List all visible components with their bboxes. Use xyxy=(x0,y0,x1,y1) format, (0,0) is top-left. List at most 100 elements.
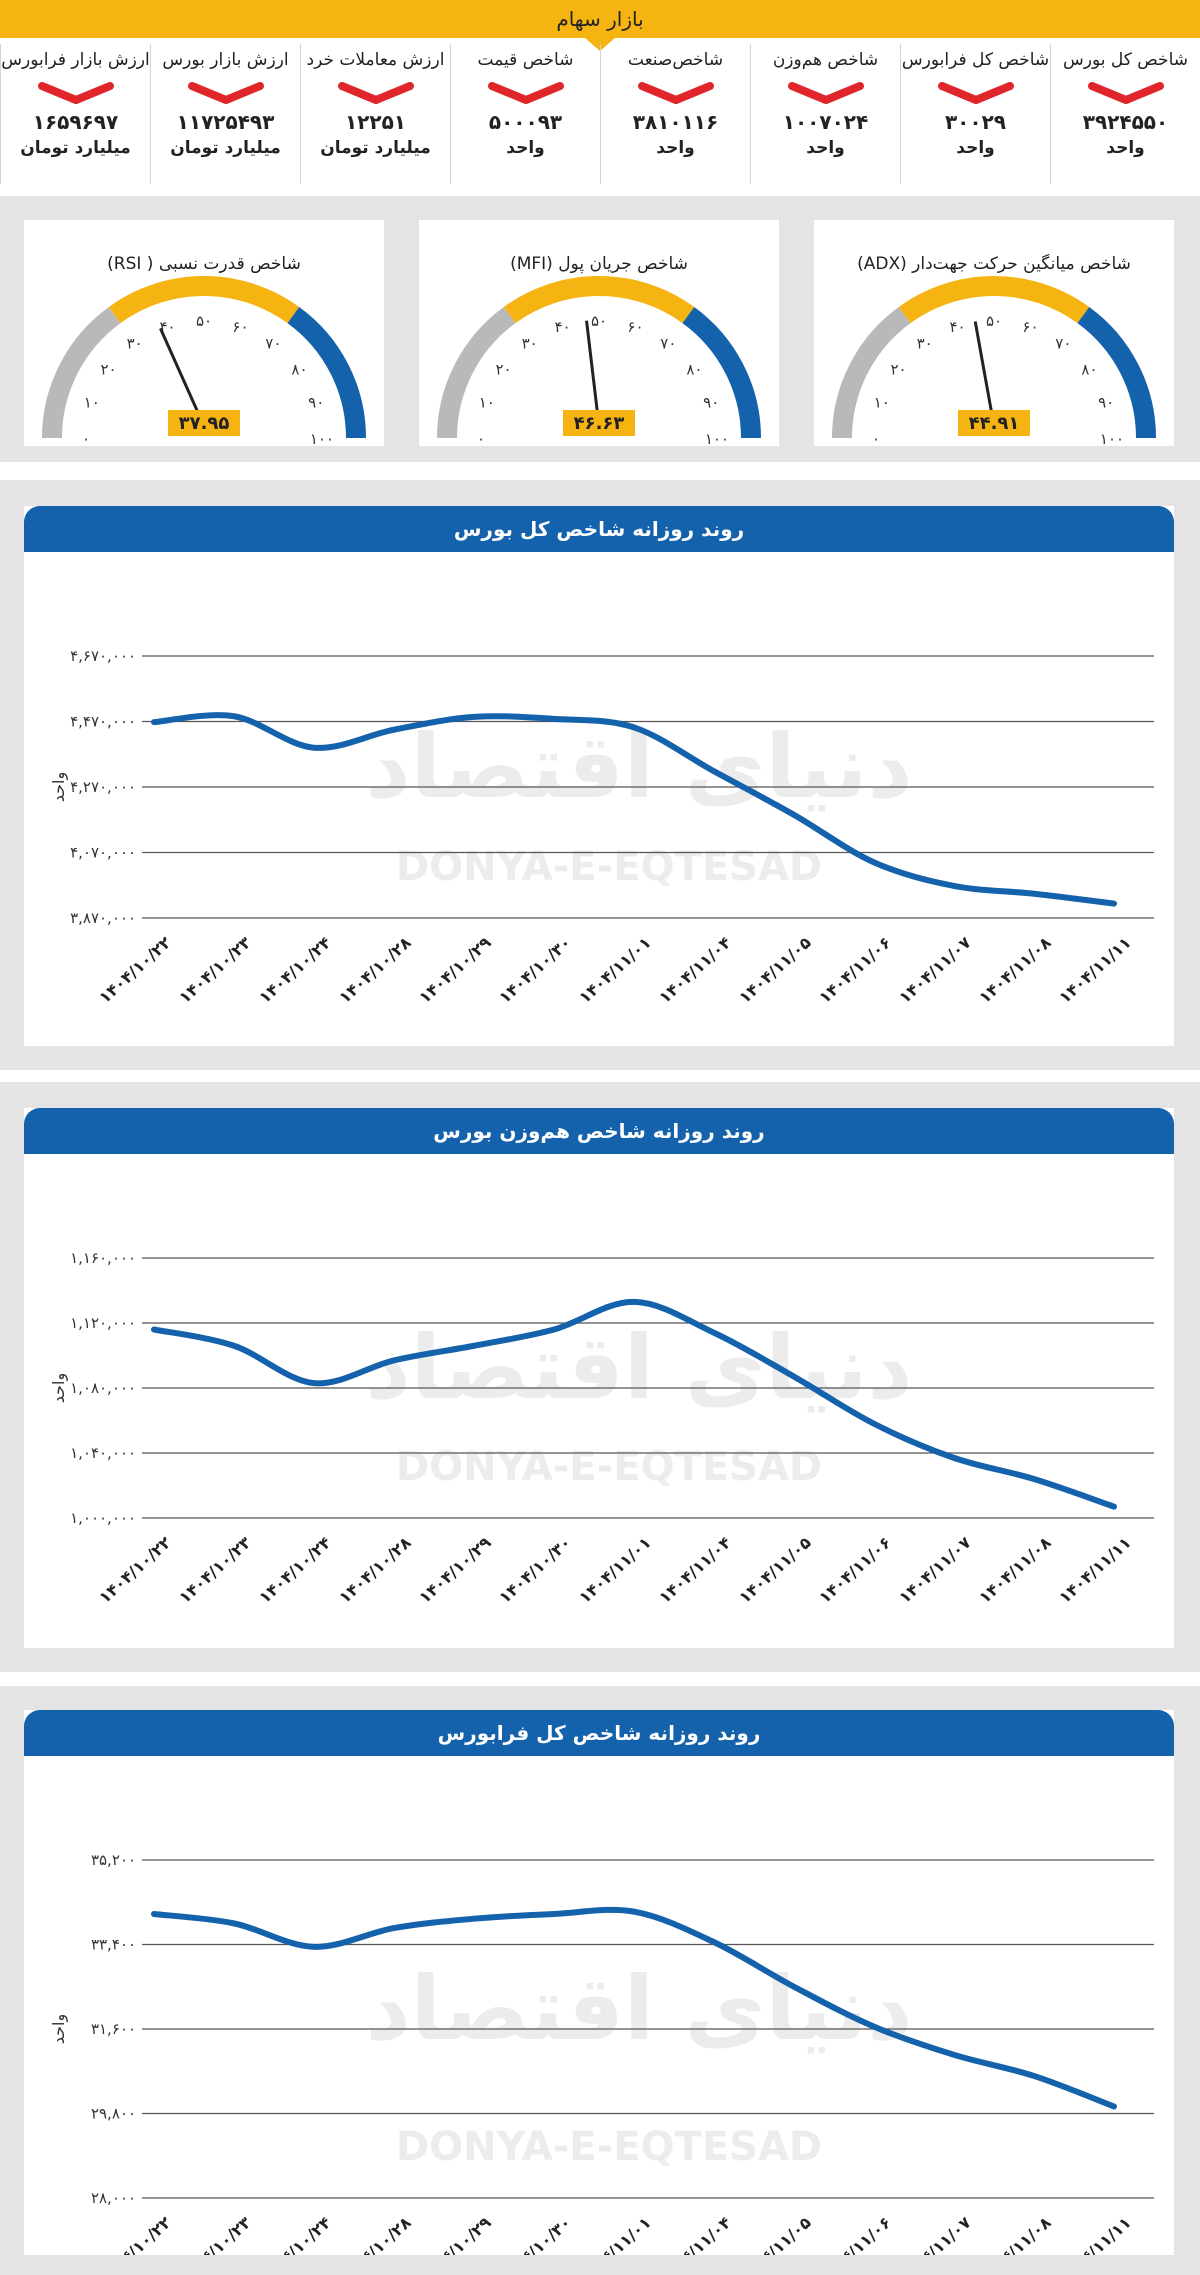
y-axis-label: واحد xyxy=(49,772,69,802)
stat-label: ارزش بازار بورس xyxy=(162,50,289,70)
x-tick-label: ۱۴۰۴/۱۱/۰۴ xyxy=(655,1533,735,1607)
gauge-tick-label: ۳۰ xyxy=(917,335,933,353)
y-tick-label: ۱,۰۸۰,۰۰۰ xyxy=(70,1379,136,1397)
gauge-title: شاخص میانگین حرکت جهت‌دار (ADX) xyxy=(857,254,1131,274)
watermark-fa: دنیای اقتصاد xyxy=(365,1957,912,2060)
gauge-arc-mid xyxy=(503,276,695,324)
chart-panel-equal-weight: روند روزانه شاخص هم‌وزن بورس دنیای اقتصا… xyxy=(0,1082,1200,1672)
gauge-tick-label: ۱۰۰ xyxy=(310,430,334,446)
gauge-tick-label: ۲۰ xyxy=(495,361,511,379)
gauge-card: شاخص میانگین حرکت جهت‌دار (ADX) ۰ ۱۰ ۲۰ ۳۰ ۴۰… xyxy=(814,220,1174,446)
down-chevron-icon xyxy=(1088,82,1164,104)
gauge-tick-label: ۳۰ xyxy=(522,335,538,353)
x-tick-label: ۱۴۰۴/۱۰/۲۲ xyxy=(95,2213,175,2255)
watermark-en: DONYA-E-EQTESAD xyxy=(396,1444,822,1490)
x-tick-label: ۱۴۰۴/۱۱/۰۸ xyxy=(975,933,1055,1007)
stat-unit: واحد xyxy=(1106,138,1145,158)
stat-cell: ارزش بازار فرابورس ۱۶۵۹۶۹۷ میلیارد تومان xyxy=(0,44,150,184)
stat-cell: شاخص کل فرابورس ۳۰۰۲۹ واحد xyxy=(900,44,1050,184)
gauge-tick-label: ۸۰ xyxy=(291,361,307,379)
gauge-tick-label: ۴۰ xyxy=(159,318,175,336)
x-tick-label: ۱۴۰۴/۱۰/۲۲ xyxy=(95,933,175,1007)
stat-unit: واحد xyxy=(956,138,995,158)
y-tick-label: ۴,۶۷۰,۰۰۰ xyxy=(70,647,136,665)
y-tick-label: ۱,۱۲۰,۰۰۰ xyxy=(70,1314,136,1332)
stat-cell: ارزش معاملات خرد ۱۲۲۵۱ میلیارد تومان xyxy=(300,44,450,184)
x-tick-label: ۱۴۰۴/۱۱/۰۴ xyxy=(655,933,735,1007)
gauge-value-box xyxy=(563,410,635,436)
y-tick-label: ۳۱,۶۰۰ xyxy=(91,2020,136,2038)
x-tick-label: ۱۴۰۴/۱۱/۰۷ xyxy=(895,933,975,1007)
page-title: بازار سهام xyxy=(556,7,644,31)
x-tick-label: ۱۴۰۴/۱۰/۲۳ xyxy=(175,2213,255,2255)
x-tick-label: ۱۴۰۴/۱۰/۲۴ xyxy=(255,1533,335,1607)
gauge-tick-label: ۵۰ xyxy=(986,312,1002,330)
gauge-arc-high xyxy=(1077,306,1156,439)
gauge-tick-label: ۶۰ xyxy=(1022,318,1038,336)
chart-header: روند روزانه شاخص کل بورس xyxy=(24,506,1174,552)
x-tick-label: ۱۴۰۴/۱۱/۰۴ xyxy=(655,2213,735,2255)
x-tick-label: ۱۴۰۴/۱۰/۲۹ xyxy=(415,1533,495,1607)
x-tick-label: ۱۴۰۴/۱۱/۰۷ xyxy=(895,2213,975,2255)
gauge-arc-low xyxy=(42,306,121,439)
gauge-tick-label: ۱۰ xyxy=(479,394,495,412)
stat-unit: واحد xyxy=(656,138,695,158)
x-tick-label: ۱۴۰۴/۱۰/۲۹ xyxy=(415,2213,495,2255)
gauge-value: ۴۴.۹۱ xyxy=(969,413,1020,434)
x-tick-label: ۱۴۰۴/۱۱/۰۶ xyxy=(815,933,894,1007)
x-tick-label: ۱۴۰۴/۱۱/۱۱ xyxy=(1055,933,1134,1007)
gauge-card: شاخص جریان پول (MFI) ۰ ۱۰ ۲۰ ۳۰ ۴۰ ۵۰ ۶۰ ۷۰ ۸۰ ۹۰ ۱… xyxy=(419,220,779,446)
y-axis-label: واحد xyxy=(49,1373,69,1403)
x-tick-label: ۱۴۰۴/۱۰/۳۰ xyxy=(495,2213,574,2255)
gauge-tick-label: ۵۰ xyxy=(196,312,212,330)
stat-label: ارزش معاملات خرد xyxy=(306,50,445,70)
chart-panel-main-index: روند روزانه شاخص کل بورس دنیای اقتصاد DON… xyxy=(0,480,1200,1070)
y-tick-label: ۴,۴۷۰,۰۰۰ xyxy=(70,713,136,731)
gauge-tick-label: ۹۰ xyxy=(1098,394,1114,412)
header-bar xyxy=(0,0,1200,38)
x-tick-label: ۱۴۰۴/۱۱/۰۸ xyxy=(975,1533,1055,1607)
y-tick-label: ۱,۰۴۰,۰۰۰ xyxy=(70,1444,136,1462)
x-tick-label: ۱۴۰۴/۱۰/۲۳ xyxy=(175,933,255,1007)
chart-title: روند روزانه شاخص کل فرابورس xyxy=(437,1721,761,1745)
gauge-tick-label: ۱۰ xyxy=(874,394,890,412)
x-tick-label: ۱۴۰۴/۱۰/۳۰ xyxy=(495,933,574,1007)
watermark-en: DONYA-E-EQTESAD xyxy=(396,2124,822,2170)
y-tick-label: ۱,۰۰۰,۰۰۰ xyxy=(70,1509,136,1527)
gauge-arc-low xyxy=(437,306,516,439)
x-tick-label: ۱۴۰۴/۱۰/۲۴ xyxy=(255,2213,335,2255)
gauge-tick-label: ۴۰ xyxy=(554,318,570,336)
gauge-tick-label: ۹۰ xyxy=(308,394,324,412)
gauge-arc-low xyxy=(832,306,911,439)
gauge-tick-label: ۲۰ xyxy=(100,361,116,379)
gauge-tick-label: ۹۰ xyxy=(703,394,719,412)
stat-unit: میلیارد تومان xyxy=(170,138,281,158)
gauge-value-box xyxy=(168,410,240,436)
gauge-arc-high xyxy=(287,306,366,439)
down-chevron-icon xyxy=(788,82,864,104)
stat-value: ۱۱۷۲۵۴۹۳ xyxy=(176,110,275,134)
chart-panel-farabourse: روند روزانه شاخص کل فرابورس دنیای اقتصاد… xyxy=(0,1686,1200,2275)
stat-label: ارزش بازار فرابورس xyxy=(1,50,150,70)
gauge-tick-label: ۱۰۰ xyxy=(705,430,729,446)
x-tick-label: ۱۴۰۴/۱۱/۱۱ xyxy=(1055,2213,1134,2255)
gauge-arc-mid xyxy=(898,276,1090,324)
stat-label: شاخص هم‌وزن xyxy=(772,50,879,70)
y-tick-label: ۳۵,۲۰۰ xyxy=(91,1851,136,1869)
gauge-value: ۴۶.۶۳ xyxy=(574,413,625,434)
gauge-tick-label: ۶۰ xyxy=(627,318,643,336)
gauge-needle xyxy=(159,327,206,427)
stat-unit: واحد xyxy=(506,138,545,158)
gauge-needle xyxy=(973,321,996,427)
x-tick-label: ۱۴۰۴/۱۰/۲۲ xyxy=(95,1533,175,1607)
stat-unit: واحد xyxy=(806,138,845,158)
stat-cell: شاخص کل بورس ۳۹۲۴۵۵۰ واحد xyxy=(1050,44,1200,184)
stat-cell: شاخص‌صنعت ۳۸۱۰۱۱۶ واحد xyxy=(600,44,750,184)
y-tick-label: ۲۹,۸۰۰ xyxy=(91,2105,136,2123)
gauge-tick-label: ۷۰ xyxy=(1055,335,1071,353)
gauge-tick-label: ۸۰ xyxy=(1081,361,1097,379)
y-tick-label: ۳۳,۴۰۰ xyxy=(91,1936,136,1954)
stat-unit: میلیارد تومان xyxy=(20,138,131,158)
